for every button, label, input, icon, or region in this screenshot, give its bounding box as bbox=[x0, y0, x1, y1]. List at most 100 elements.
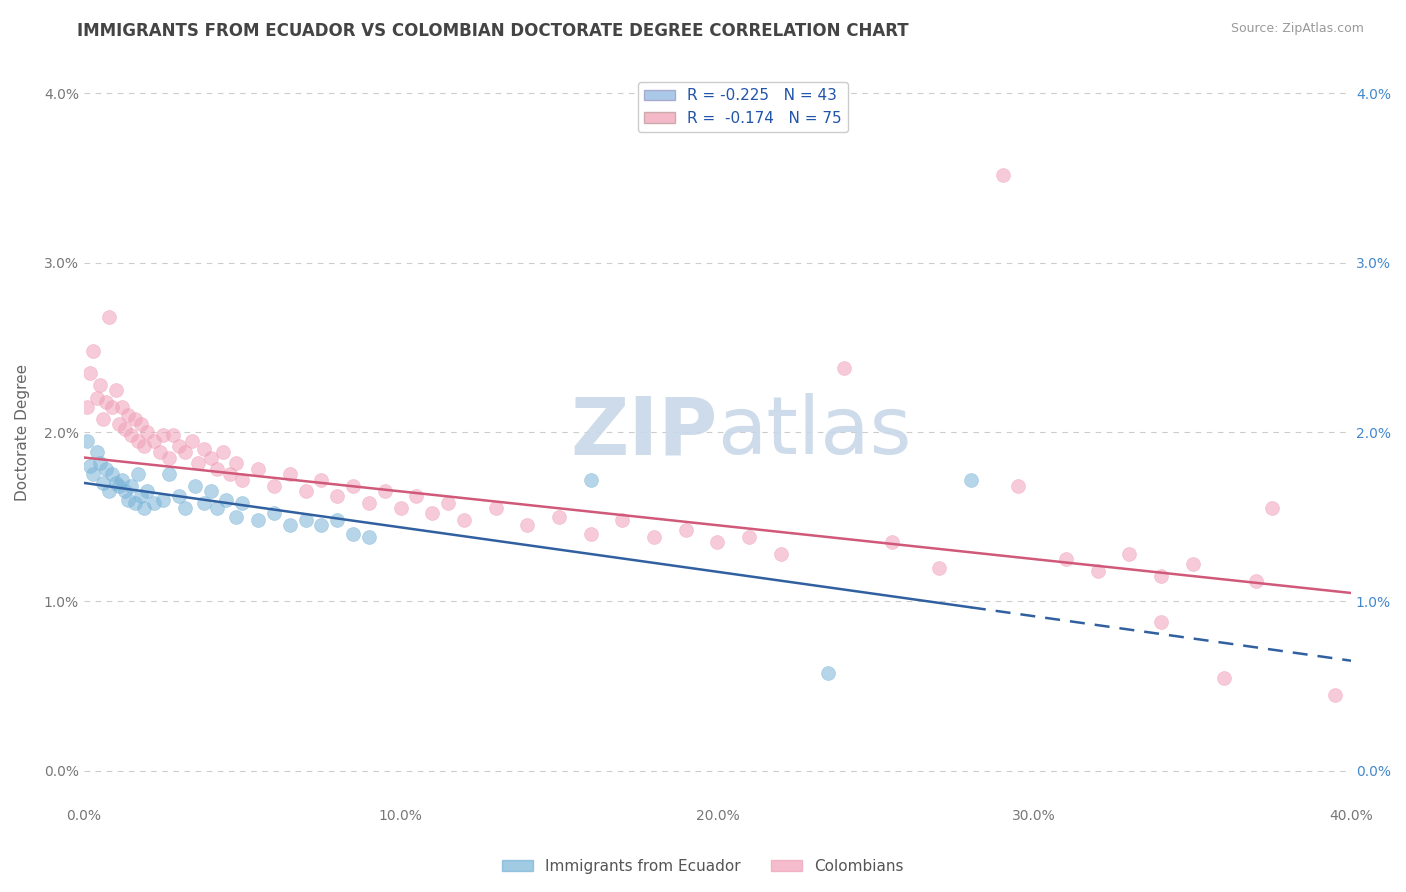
Point bbox=[231, 473, 253, 487]
Point bbox=[193, 442, 215, 456]
Point bbox=[89, 456, 111, 470]
Point bbox=[263, 507, 285, 521]
Point bbox=[129, 417, 152, 431]
Point bbox=[326, 513, 349, 527]
Point bbox=[675, 524, 697, 538]
Point bbox=[1054, 552, 1077, 566]
Point bbox=[205, 501, 228, 516]
Point bbox=[157, 467, 180, 482]
Point bbox=[294, 513, 316, 527]
Point bbox=[832, 360, 855, 375]
Point bbox=[278, 518, 301, 533]
Point bbox=[82, 343, 104, 358]
Point bbox=[405, 490, 427, 504]
Point bbox=[124, 496, 146, 510]
Point bbox=[114, 422, 136, 436]
Point bbox=[86, 391, 108, 405]
Point bbox=[453, 513, 475, 527]
Point bbox=[98, 484, 121, 499]
Point bbox=[94, 462, 117, 476]
Point bbox=[991, 168, 1014, 182]
Point bbox=[212, 445, 235, 459]
Point bbox=[114, 484, 136, 499]
Point bbox=[79, 366, 101, 380]
Point bbox=[162, 428, 184, 442]
Point bbox=[98, 310, 121, 324]
Point bbox=[225, 509, 247, 524]
Point bbox=[91, 475, 114, 490]
Point bbox=[218, 467, 240, 482]
Point bbox=[342, 526, 364, 541]
Point bbox=[1324, 688, 1347, 702]
Point bbox=[200, 484, 222, 499]
Point bbox=[1087, 564, 1109, 578]
Point bbox=[124, 411, 146, 425]
Point bbox=[311, 518, 333, 533]
Point bbox=[180, 434, 202, 448]
Point bbox=[79, 458, 101, 473]
Point bbox=[389, 501, 412, 516]
Point bbox=[104, 383, 127, 397]
Point bbox=[247, 513, 270, 527]
Point bbox=[136, 425, 159, 439]
Point bbox=[76, 400, 98, 414]
Point bbox=[311, 473, 333, 487]
Point bbox=[612, 513, 634, 527]
Point bbox=[516, 518, 538, 533]
Point bbox=[247, 462, 270, 476]
Point bbox=[101, 400, 124, 414]
Point bbox=[174, 501, 197, 516]
Point bbox=[129, 490, 152, 504]
Point bbox=[107, 479, 129, 493]
Point bbox=[132, 501, 155, 516]
Point bbox=[231, 496, 253, 510]
Point bbox=[1118, 547, 1140, 561]
Point bbox=[817, 665, 839, 680]
Text: Source: ZipAtlas.com: Source: ZipAtlas.com bbox=[1230, 22, 1364, 36]
Point bbox=[437, 496, 460, 510]
Point bbox=[167, 439, 190, 453]
Point bbox=[111, 473, 134, 487]
Point bbox=[152, 492, 174, 507]
Point bbox=[117, 408, 139, 422]
Point bbox=[1150, 569, 1173, 583]
Point bbox=[706, 535, 728, 549]
Point bbox=[1261, 501, 1284, 516]
Point bbox=[157, 450, 180, 465]
Point bbox=[960, 473, 983, 487]
Point bbox=[357, 496, 380, 510]
Point bbox=[149, 445, 172, 459]
Point bbox=[101, 467, 124, 482]
Point bbox=[928, 560, 950, 574]
Point bbox=[167, 490, 190, 504]
Point bbox=[184, 479, 207, 493]
Point bbox=[94, 394, 117, 409]
Point bbox=[225, 456, 247, 470]
Point bbox=[111, 400, 134, 414]
Point bbox=[548, 509, 571, 524]
Point bbox=[91, 411, 114, 425]
Legend: Immigrants from Ecuador, Colombians: Immigrants from Ecuador, Colombians bbox=[496, 853, 910, 880]
Point bbox=[215, 492, 238, 507]
Point bbox=[205, 462, 228, 476]
Point bbox=[76, 434, 98, 448]
Y-axis label: Doctorate Degree: Doctorate Degree bbox=[15, 364, 30, 500]
Point bbox=[136, 484, 159, 499]
Point bbox=[193, 496, 215, 510]
Point bbox=[1181, 557, 1204, 571]
Point bbox=[127, 467, 149, 482]
Point bbox=[278, 467, 301, 482]
Point bbox=[579, 526, 602, 541]
Point bbox=[142, 496, 165, 510]
Point bbox=[1150, 615, 1173, 629]
Point bbox=[420, 507, 443, 521]
Point bbox=[200, 450, 222, 465]
Point bbox=[1213, 671, 1236, 685]
Point bbox=[357, 530, 380, 544]
Point bbox=[127, 434, 149, 448]
Point bbox=[187, 456, 209, 470]
Text: IMMIGRANTS FROM ECUADOR VS COLOMBIAN DOCTORATE DEGREE CORRELATION CHART: IMMIGRANTS FROM ECUADOR VS COLOMBIAN DOC… bbox=[77, 22, 908, 40]
Point bbox=[82, 467, 104, 482]
Point bbox=[485, 501, 508, 516]
Point bbox=[374, 484, 396, 499]
